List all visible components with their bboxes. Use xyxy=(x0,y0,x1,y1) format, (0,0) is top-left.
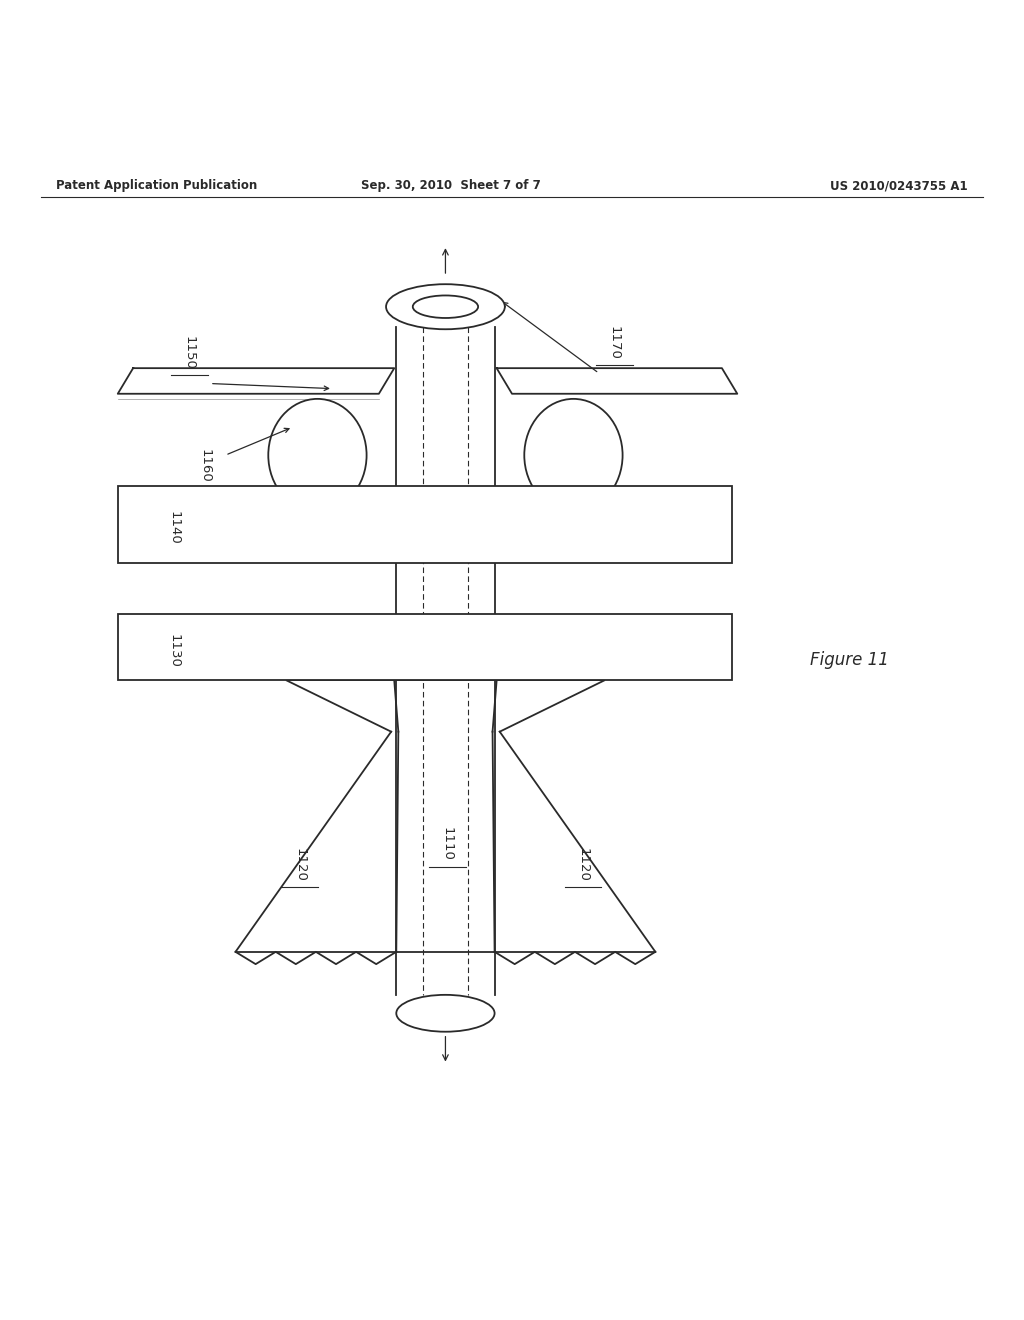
Text: US 2010/0243755 A1: US 2010/0243755 A1 xyxy=(830,180,968,193)
Text: 1140: 1140 xyxy=(168,511,180,545)
Bar xyxy=(118,614,732,681)
Text: 1130: 1130 xyxy=(168,634,180,668)
Text: 1120: 1120 xyxy=(577,847,590,882)
Ellipse shape xyxy=(524,399,623,512)
Text: 1120: 1120 xyxy=(293,847,306,882)
Text: 1170: 1170 xyxy=(608,326,621,359)
Bar xyxy=(118,486,732,562)
Text: 1110: 1110 xyxy=(441,828,454,861)
Ellipse shape xyxy=(386,284,505,329)
Text: 1160: 1160 xyxy=(199,449,211,482)
Ellipse shape xyxy=(413,296,478,318)
Text: Figure 11: Figure 11 xyxy=(810,651,890,669)
Text: Sep. 30, 2010  Sheet 7 of 7: Sep. 30, 2010 Sheet 7 of 7 xyxy=(360,180,541,193)
Text: Patent Application Publication: Patent Application Publication xyxy=(56,180,258,193)
Text: 1150: 1150 xyxy=(183,335,196,370)
Ellipse shape xyxy=(396,995,495,1032)
Ellipse shape xyxy=(268,399,367,512)
